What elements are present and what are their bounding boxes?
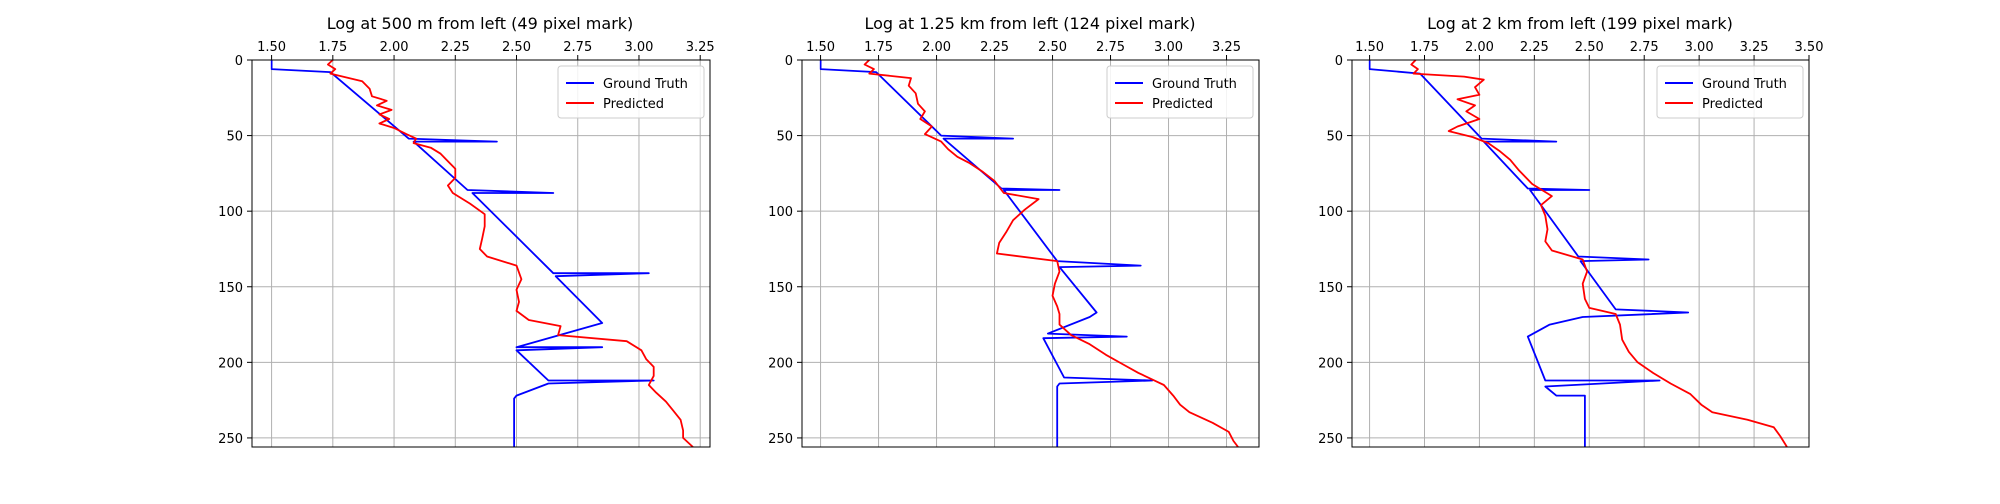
chart-title: Log at 500 m from left (49 pixel mark) bbox=[327, 14, 634, 33]
y-tick-label: 200 bbox=[1318, 356, 1343, 371]
x-tick-label: 3.25 bbox=[1740, 40, 1769, 55]
x-tick-label: 3.00 bbox=[1685, 40, 1714, 55]
y-tick-label: 200 bbox=[768, 356, 793, 371]
x-tick-label: 1.75 bbox=[864, 40, 893, 55]
legend-box bbox=[557, 65, 705, 119]
y-tick-label: 100 bbox=[218, 205, 243, 220]
y-tick-label: 200 bbox=[218, 356, 243, 371]
plot-frame bbox=[1351, 59, 1810, 448]
y-tick-label: 50 bbox=[776, 130, 793, 145]
chart-panel-1: Log at 500 m from left (49 pixel mark) 1… bbox=[218, 14, 715, 447]
x-tick-label: 3.25 bbox=[1212, 40, 1241, 55]
x-tick-label: 2.00 bbox=[1465, 40, 1494, 55]
x-tick-label: 1.50 bbox=[257, 40, 286, 55]
x-tick-label: 3.00 bbox=[1154, 40, 1183, 55]
x-tick-label: 2.25 bbox=[1520, 40, 1549, 55]
legend: Ground Truth Predicted bbox=[1106, 65, 1254, 119]
y-tick-label: 250 bbox=[218, 432, 243, 447]
y-tick-label: 50 bbox=[1326, 130, 1343, 145]
x-tick-label: 2.00 bbox=[380, 40, 409, 55]
plot-frame bbox=[801, 59, 1260, 448]
x-tick-label: 2.75 bbox=[563, 40, 592, 55]
x-tick-label: 1.50 bbox=[806, 40, 835, 55]
y-tick-label: 100 bbox=[1318, 205, 1343, 220]
x-tick-label: 2.50 bbox=[1038, 40, 1067, 55]
y-tick-label: 150 bbox=[768, 281, 793, 296]
series-line-predicted bbox=[328, 60, 693, 447]
legend-box bbox=[1106, 65, 1254, 119]
legend-box bbox=[1656, 65, 1804, 119]
legend-label: Predicted bbox=[1152, 97, 1213, 112]
y-tick-label: 100 bbox=[768, 205, 793, 220]
legend-label: Ground Truth bbox=[1702, 77, 1787, 92]
legend-label: Predicted bbox=[603, 97, 664, 112]
y-tick-label: 0 bbox=[235, 54, 243, 69]
series-line-ground-truth bbox=[1370, 60, 1689, 447]
chart-title: Log at 1.25 km from left (124 pixel mark… bbox=[864, 14, 1195, 33]
chart-title: Log at 2 km from left (199 pixel mark) bbox=[1427, 14, 1733, 33]
x-tick-label: 2.00 bbox=[922, 40, 951, 55]
plot-area: 1.50 1.75 2.00 2.25 2.50 2.75 3.00 3.25 3.50 0 50 1… bbox=[1318, 40, 1824, 448]
chart-panel-2: Log at 1.25 km from left (124 pixel mark… bbox=[768, 14, 1260, 448]
series-line-predicted bbox=[865, 60, 1239, 447]
legend-label: Predicted bbox=[1702, 97, 1763, 112]
legend: Ground Truth Predicted bbox=[557, 65, 705, 119]
y-tick-label: 150 bbox=[218, 281, 243, 296]
y-tick-label: 150 bbox=[1318, 281, 1343, 296]
x-tick-label: 2.25 bbox=[441, 40, 470, 55]
x-tick-label: 2.75 bbox=[1096, 40, 1125, 55]
plot-frame bbox=[251, 59, 711, 448]
chart-panel-3: Log at 2 km from left (199 pixel mark) 1… bbox=[1318, 14, 1824, 448]
x-tick-label: 2.50 bbox=[502, 40, 531, 55]
y-tick-label: 50 bbox=[226, 130, 243, 145]
series-line-predicted bbox=[1411, 60, 1787, 447]
plot-area: 1.50 1.75 2.00 2.25 2.50 2.75 3.00 3.25 0 50 100 15… bbox=[768, 40, 1260, 448]
x-tick-label: 2.75 bbox=[1630, 40, 1659, 55]
legend: Ground Truth Predicted bbox=[1656, 65, 1804, 119]
series-group bbox=[821, 60, 1239, 447]
series-group bbox=[272, 60, 693, 447]
y-tick-label: 0 bbox=[785, 54, 793, 69]
plot-area: 1.50 1.75 2.00 2.25 2.50 2.75 3.00 3.25 0 50 100 15… bbox=[218, 40, 715, 447]
y-tick-label: 250 bbox=[768, 432, 793, 447]
series-line-ground-truth bbox=[821, 60, 1153, 447]
legend-label: Ground Truth bbox=[1152, 77, 1237, 92]
legend-label: Ground Truth bbox=[603, 77, 688, 92]
x-tick-label: 1.75 bbox=[318, 40, 347, 55]
x-tick-label: 2.25 bbox=[980, 40, 1009, 55]
series-group bbox=[1370, 60, 1787, 447]
x-tick-label: 1.50 bbox=[1355, 40, 1384, 55]
x-tick-label: 3.50 bbox=[1795, 40, 1824, 55]
x-tick-label: 3.00 bbox=[624, 40, 653, 55]
y-tick-label: 0 bbox=[1335, 54, 1343, 69]
x-tick-label: 1.75 bbox=[1410, 40, 1439, 55]
y-tick-label: 250 bbox=[1318, 432, 1343, 447]
x-tick-label: 3.25 bbox=[686, 40, 715, 55]
x-tick-label: 2.50 bbox=[1575, 40, 1604, 55]
series-line-ground-truth bbox=[272, 60, 654, 447]
